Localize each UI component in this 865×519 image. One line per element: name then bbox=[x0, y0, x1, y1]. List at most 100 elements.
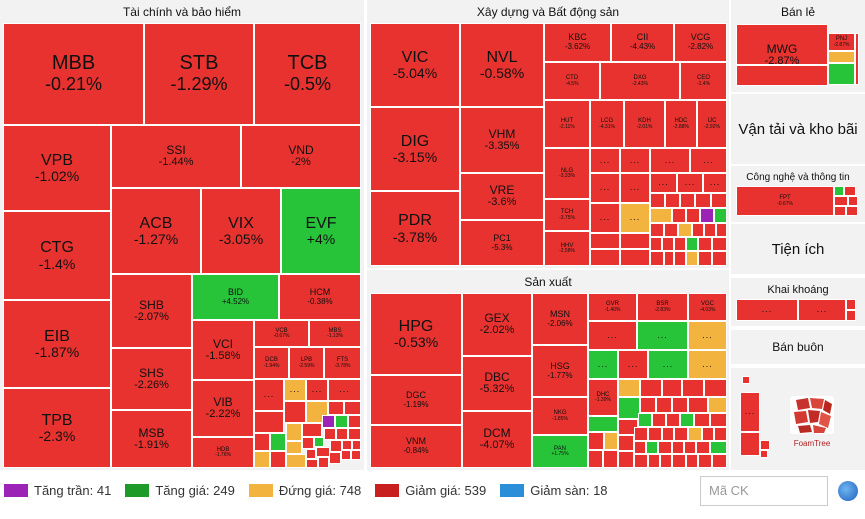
small-stock-tile[interactable] bbox=[680, 193, 695, 208]
stock-search-input[interactable]: Mã CK bbox=[700, 476, 828, 506]
stock-tile-vix[interactable]: VIX -3.05% bbox=[201, 188, 281, 274]
small-stock-tile[interactable] bbox=[855, 33, 859, 85]
small-stock-tile[interactable] bbox=[834, 206, 846, 216]
small-stock-tile[interactable] bbox=[306, 449, 316, 459]
small-stock-tile[interactable] bbox=[674, 251, 686, 266]
more-tile[interactable]: ... bbox=[798, 299, 846, 321]
small-stock-tile[interactable] bbox=[618, 435, 634, 451]
more-tile[interactable]: ... bbox=[328, 379, 361, 401]
more-tile[interactable]: ... bbox=[590, 173, 620, 203]
small-stock-tile[interactable] bbox=[620, 233, 650, 249]
more-tile[interactable]: ... bbox=[650, 173, 677, 193]
more-tile[interactable]: ... bbox=[677, 173, 703, 193]
small-stock-tile[interactable] bbox=[686, 208, 700, 223]
small-stock-tile[interactable] bbox=[650, 251, 664, 266]
stock-tile-vpb[interactable]: VPB -1.02% bbox=[3, 125, 111, 211]
small-stock-tile[interactable] bbox=[666, 413, 680, 427]
small-stock-tile[interactable] bbox=[686, 251, 698, 266]
small-stock-tile[interactable] bbox=[710, 413, 727, 427]
small-stock-tile[interactable] bbox=[702, 427, 714, 441]
small-stock-tile[interactable] bbox=[348, 415, 361, 428]
small-stock-tile[interactable] bbox=[650, 223, 664, 237]
small-stock-tile[interactable] bbox=[329, 452, 341, 464]
small-stock-tile[interactable] bbox=[698, 454, 712, 468]
small-stock-tile[interactable] bbox=[604, 432, 618, 450]
stock-tile-vgc[interactable]: VGC -4.03% bbox=[688, 293, 727, 321]
more-tile[interactable]: ... bbox=[740, 392, 760, 432]
stock-tile-lpb[interactable]: LPB -2.59% bbox=[289, 347, 324, 379]
small-stock-tile[interactable] bbox=[618, 379, 640, 397]
stock-tile-ceo[interactable]: CEO -1.4% bbox=[680, 62, 727, 100]
legend-item-flat[interactable]: Đứng giá: 748 bbox=[248, 483, 361, 498]
small-stock-tile[interactable] bbox=[318, 457, 329, 468]
small-stock-tile[interactable] bbox=[646, 441, 658, 454]
small-stock-tile[interactable] bbox=[648, 454, 660, 468]
more-tile[interactable]: ... bbox=[254, 379, 284, 411]
small-stock-tile[interactable] bbox=[590, 249, 620, 266]
small-stock-tile[interactable] bbox=[682, 379, 704, 397]
small-stock-tile[interactable] bbox=[638, 413, 652, 427]
more-tile[interactable]: ... bbox=[618, 350, 648, 379]
small-stock-tile[interactable] bbox=[846, 299, 856, 310]
small-stock-tile[interactable] bbox=[286, 423, 302, 441]
stock-tile-hsg[interactable]: HSG -1.77% bbox=[532, 345, 588, 397]
small-stock-tile[interactable] bbox=[648, 427, 662, 441]
small-stock-tile[interactable] bbox=[846, 206, 858, 216]
small-stock-tile[interactable] bbox=[716, 223, 727, 237]
small-stock-tile[interactable] bbox=[760, 440, 770, 450]
small-stock-tile[interactable] bbox=[341, 450, 351, 460]
legend-item-up[interactable]: Tăng giá: 249 bbox=[125, 483, 235, 498]
more-tile[interactable]: ... bbox=[650, 148, 690, 173]
stock-tile-tch[interactable]: TCH -3.75% bbox=[544, 199, 590, 231]
small-stock-tile[interactable] bbox=[672, 454, 686, 468]
stock-tile-eib[interactable]: EIB -1.87% bbox=[3, 300, 111, 388]
small-stock-tile[interactable] bbox=[330, 440, 342, 452]
more-tile[interactable]: ... bbox=[688, 350, 727, 379]
small-stock-tile[interactable] bbox=[760, 450, 768, 458]
small-stock-tile[interactable] bbox=[316, 447, 330, 457]
small-stock-tile[interactable] bbox=[684, 441, 696, 454]
stock-tile-msb[interactable]: MSB -1.91% bbox=[111, 410, 192, 468]
small-stock-tile[interactable] bbox=[640, 379, 662, 397]
stock-tile-mbb[interactable]: MBB -0.21% bbox=[3, 23, 144, 125]
small-stock-tile[interactable] bbox=[828, 51, 855, 63]
small-stock-tile[interactable] bbox=[335, 415, 348, 428]
small-stock-tile[interactable] bbox=[664, 251, 674, 266]
small-stock-tile[interactable] bbox=[848, 196, 858, 206]
stock-tile-evf[interactable]: EVF +4% bbox=[281, 188, 361, 274]
small-stock-tile[interactable] bbox=[588, 450, 603, 468]
stock-tile-tcb[interactable]: TCB -0.5% bbox=[254, 23, 361, 125]
more-tile[interactable]: ... bbox=[588, 350, 618, 379]
small-stock-tile[interactable] bbox=[692, 223, 704, 237]
small-stock-tile[interactable] bbox=[270, 433, 286, 451]
stock-tile-dig[interactable]: DIG -3.15% bbox=[370, 107, 460, 191]
small-stock-tile[interactable] bbox=[700, 208, 714, 223]
small-stock-tile[interactable] bbox=[712, 454, 727, 468]
small-stock-tile[interactable] bbox=[714, 208, 727, 223]
small-stock-tile[interactable] bbox=[708, 397, 727, 413]
legend-item-ceiling[interactable]: Tăng trần: 41 bbox=[4, 483, 111, 498]
stock-tile-nvl[interactable]: NVL -0.58% bbox=[460, 23, 544, 107]
small-stock-tile[interactable] bbox=[834, 196, 848, 206]
sector-wholesale[interactable]: Bán buôn bbox=[731, 330, 865, 364]
stock-tile-dcm[interactable]: DCM -4.07% bbox=[462, 411, 532, 468]
small-stock-tile[interactable] bbox=[634, 427, 648, 441]
stock-tile-hdc[interactable]: HDC -2.88% bbox=[665, 100, 697, 148]
small-stock-tile[interactable] bbox=[662, 237, 674, 251]
stock-tile-shs[interactable]: SHS -2.26% bbox=[111, 348, 192, 410]
stock-tile-ctd[interactable]: CTD -4.5% bbox=[544, 62, 600, 100]
stock-tile-vnm[interactable]: VNM -0.84% bbox=[370, 425, 462, 468]
small-stock-tile[interactable] bbox=[710, 441, 727, 454]
stock-tile-nkg[interactable]: NKG -1.85% bbox=[532, 397, 588, 435]
small-stock-tile[interactable] bbox=[704, 223, 716, 237]
more-tile[interactable]: ... bbox=[688, 321, 727, 350]
small-stock-tile[interactable] bbox=[828, 63, 855, 85]
stock-tile-pnj[interactable]: PNJ -2.87% bbox=[828, 33, 855, 51]
small-stock-tile[interactable] bbox=[650, 208, 672, 223]
stock-tile-vcg[interactable]: VCG -2.82% bbox=[674, 23, 727, 62]
stock-tile-dgc[interactable]: DGC -1.19% bbox=[370, 375, 462, 425]
small-stock-tile[interactable] bbox=[302, 423, 322, 437]
stock-tile-pan[interactable]: PAN +1.75% bbox=[532, 435, 588, 468]
more-tile[interactable]: ... bbox=[306, 379, 328, 401]
small-stock-tile[interactable] bbox=[686, 454, 698, 468]
